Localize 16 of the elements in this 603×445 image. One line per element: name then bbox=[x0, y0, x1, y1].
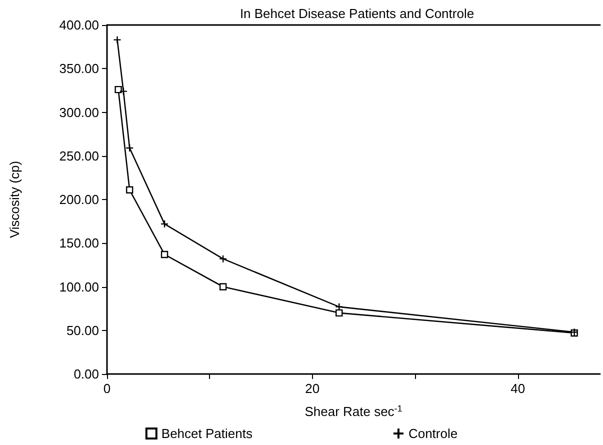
y-tick-label: 300.00 bbox=[59, 104, 99, 120]
legend-label: Behcet Patients bbox=[161, 426, 253, 441]
y-tick-label: 150.00 bbox=[59, 236, 99, 251]
x-tick-label: 0 bbox=[103, 381, 111, 396]
chart-title: In Behcet Disease Patients and Controle bbox=[240, 6, 474, 21]
y-axis-title: Viscosity (cp) bbox=[7, 160, 22, 238]
legend-label: Controle bbox=[408, 426, 458, 441]
y-tick-label: 250.00 bbox=[59, 148, 99, 164]
y-tick-label: 0.00 bbox=[74, 366, 99, 382]
y-tick-label: 400.00 bbox=[59, 18, 99, 32]
x-tick-label: 20 bbox=[305, 381, 320, 396]
y-tick-label: 200.00 bbox=[59, 192, 99, 207]
x-tick-label: 40 bbox=[510, 381, 526, 396]
y-tick-label: 350.00 bbox=[59, 61, 99, 76]
y-tick-label: 100.00 bbox=[59, 279, 99, 294]
y-tick-label: 50.00 bbox=[66, 322, 99, 338]
